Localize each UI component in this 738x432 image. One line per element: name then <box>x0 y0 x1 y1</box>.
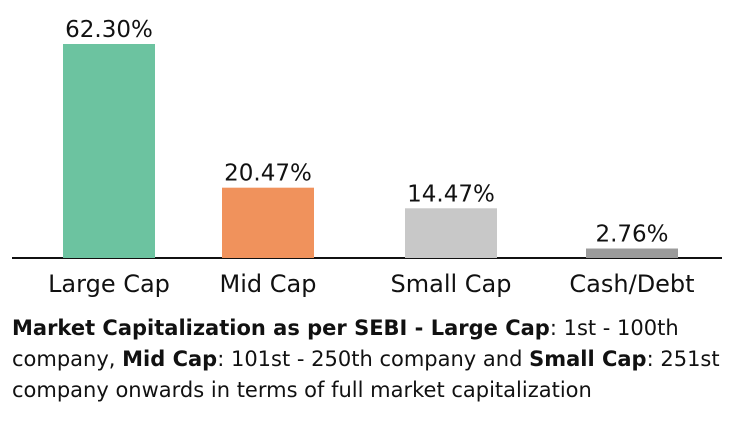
footnote-segment: Mid Cap <box>122 347 218 371</box>
value-labels-group: 62.30% 20.47% 14.47% 2.76% <box>65 17 668 248</box>
category-tick-label: Small Cap <box>391 270 512 298</box>
category-tick-label: Mid Cap <box>220 270 317 298</box>
chart-footnote: Market Capitalization as per SEBI - Larg… <box>12 313 728 406</box>
data-label: 62.30% <box>65 17 153 43</box>
footnote-segment: : 1st - 100th company, <box>12 316 679 371</box>
category-tick-label: Cash/Debt <box>569 270 694 298</box>
footnote-segment: Large Cap <box>430 316 550 340</box>
footnote-segment: : 251st company onwards in terms of full… <box>12 347 720 402</box>
bar-cash-debt <box>586 248 678 258</box>
data-label: 2.76% <box>595 222 668 248</box>
bar-chart: 62.30% 20.47% 14.47% 2.76% Large Cap Mid Cap… <box>12 17 722 298</box>
bars-group <box>63 44 678 258</box>
bar-small-cap <box>405 208 497 258</box>
category-labels-group: Large Cap Mid Cap Small Cap Cash/Debt <box>48 270 695 298</box>
bar-large-cap <box>63 44 155 258</box>
bar-mid-cap <box>222 187 314 258</box>
data-label: 14.47% <box>407 181 495 207</box>
footnote-segment: Small Cap <box>529 347 647 371</box>
data-label: 20.47% <box>224 161 312 187</box>
footnote-segment: Market Capitalization as per SEBI - <box>12 316 431 340</box>
category-tick-label: Large Cap <box>48 270 170 298</box>
footnote-segment: : 101st - 250th company and <box>217 347 530 371</box>
